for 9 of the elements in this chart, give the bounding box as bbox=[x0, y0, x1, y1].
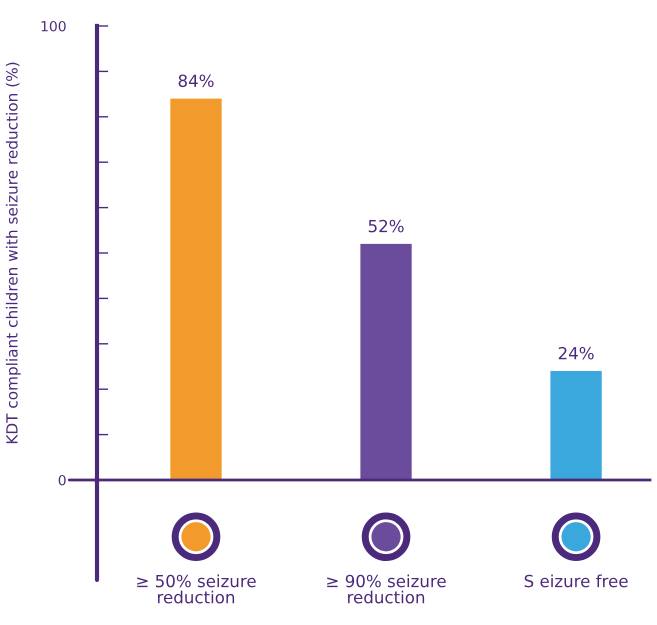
x-tick-label: ≥ 50% seizure reduction bbox=[137, 574, 256, 604]
data-label: 24% bbox=[558, 346, 594, 360]
x-tick-label: S eizure free bbox=[524, 574, 628, 588]
y-tick-label: 0 bbox=[58, 474, 66, 486]
data-label: 84% bbox=[178, 74, 214, 88]
data-label: 52% bbox=[368, 220, 404, 232]
y-tick-label: 100 bbox=[42, 20, 66, 32]
y-axis-title: KDT compliant children with seizure reduction (%) bbox=[6, 62, 21, 444]
x-tick-label: ≥ 90% seizure reduction bbox=[327, 574, 446, 604]
